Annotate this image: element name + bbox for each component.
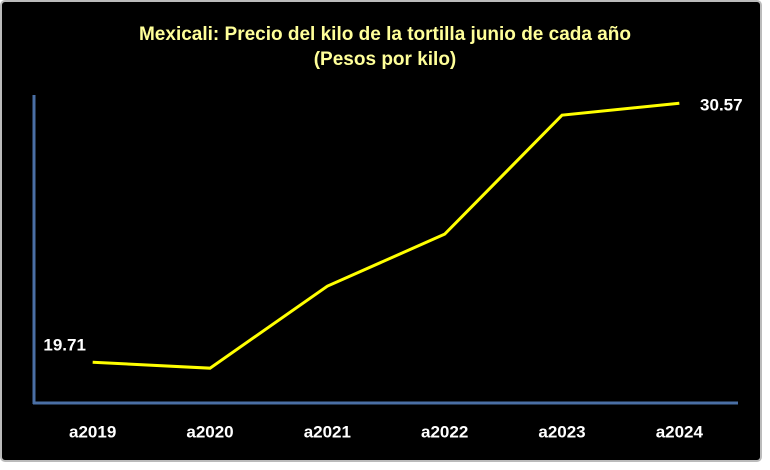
chart-subtitle: (Pesos por kilo) <box>314 49 457 70</box>
x-tick-label: a2020 <box>186 422 233 441</box>
x-tick-label: a2022 <box>421 422 468 441</box>
chart-title: Mexicali: Precio del kilo de la tortilla… <box>139 24 631 45</box>
chart-background <box>0 0 762 462</box>
data-label: 19.71 <box>43 336 86 355</box>
x-tick-label: a2024 <box>656 422 704 441</box>
line <box>92 101 680 370</box>
data-label: 30.57 <box>700 96 743 115</box>
x-tick-label: a2023 <box>538 422 585 441</box>
x-tick-label: a2019 <box>69 422 116 441</box>
x-tick-label: a2021 <box>304 422 351 441</box>
